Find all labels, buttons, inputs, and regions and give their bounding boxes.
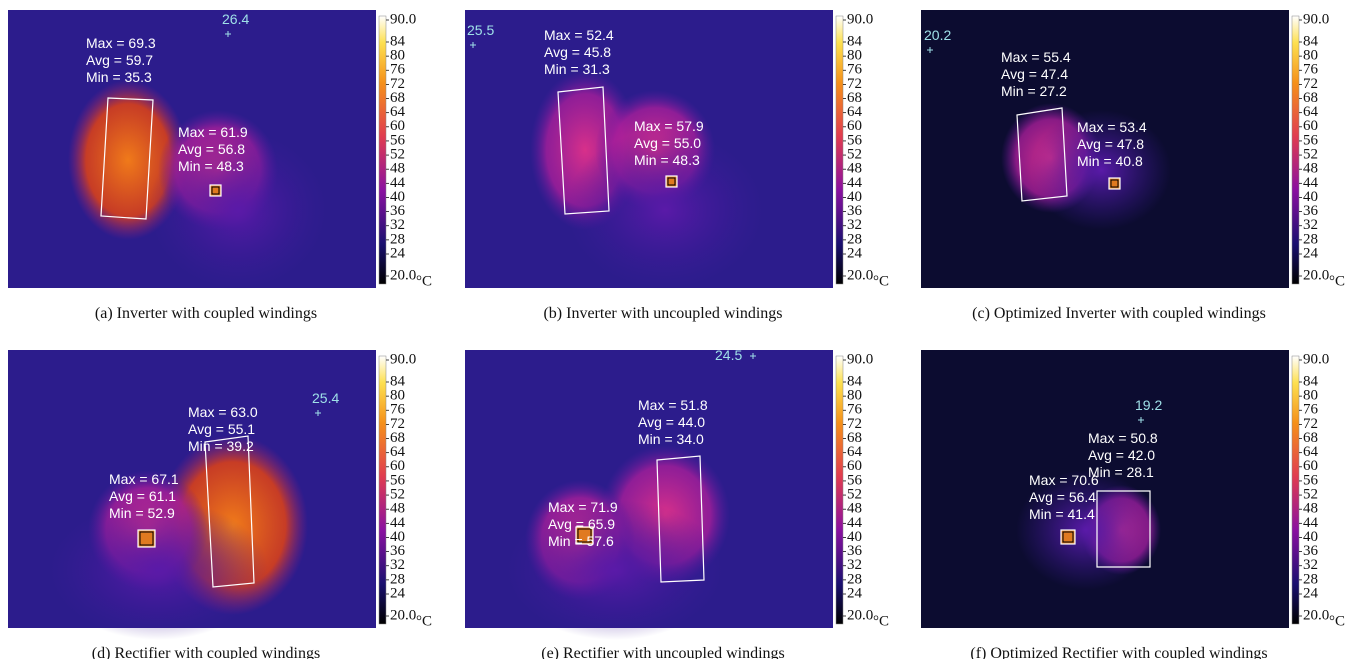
measurement-label: Min = 31.3 <box>544 61 610 77</box>
measurement-label: Max = 50.8 <box>1088 430 1158 446</box>
measurement-label: Avg = 56.4 <box>1029 489 1096 505</box>
colorbar-label: 24 <box>1303 245 1319 261</box>
colorbar-label: 24 <box>390 585 406 601</box>
measurement-label: Max = 71.9 <box>548 499 618 515</box>
colorbar <box>1292 16 1299 284</box>
colorbar <box>379 16 386 284</box>
measurement-label: Min = 57.6 <box>548 533 614 549</box>
spot-temperature: 26.4 <box>222 11 249 27</box>
measurement-label: Max = 55.4 <box>1001 49 1071 65</box>
measurement-label: Max = 57.9 <box>634 118 704 134</box>
colorbar-label: 24 <box>1303 585 1319 601</box>
colorbar-label: 20.0 <box>390 267 416 283</box>
colorbar-label: 24 <box>390 245 406 261</box>
caption: (d) Rectifier with coupled windings <box>92 645 320 659</box>
colorbar-label: 90.0 <box>847 11 873 27</box>
measurement-label: Min = 48.3 <box>178 158 244 174</box>
colorbar-unit: °C <box>873 613 889 629</box>
colorbar-label: 20.0 <box>847 267 873 283</box>
panel: 24.5 Max = 51.8Avg = 44.0Min = 34.0 Max = … <box>465 347 889 659</box>
measurement-label: Max = 67.1 <box>109 471 179 487</box>
colorbar <box>1292 356 1299 624</box>
measurement-label: Max = 52.4 <box>544 27 614 43</box>
spot-temperature: 25.4 <box>312 390 339 406</box>
measurement-label: Avg = 45.8 <box>544 44 611 60</box>
measurement-label: Min = 40.8 <box>1077 153 1143 169</box>
measurement-label: Avg = 44.0 <box>638 414 705 430</box>
colorbar-unit: °C <box>416 273 432 289</box>
measurement-label: Min = 39.2 <box>188 438 254 454</box>
caption: (f) Optimized Rectifier with coupled win… <box>970 645 1267 659</box>
measurement-label: Max = 69.3 <box>86 35 156 51</box>
measurement-label: Avg = 56.8 <box>178 141 245 157</box>
colorbar-unit: °C <box>1329 273 1345 289</box>
colorbar-label: 90.0 <box>1303 11 1329 27</box>
heat-region <box>1016 470 1156 590</box>
measurement-label: Max = 63.0 <box>188 404 258 420</box>
colorbar-label: 20.0 <box>390 607 416 623</box>
spot-temperature: 19.2 <box>1135 397 1162 413</box>
panel: 26.4 Max = 69.3Avg = 59.7Min = 35.3 Max = … <box>8 10 432 322</box>
colorbar-unit: °C <box>873 273 889 289</box>
colorbar-label: 20.0 <box>1303 607 1329 623</box>
spot-temperature: 20.2 <box>924 27 951 43</box>
panel: 25.4 Max = 63.0Avg = 55.1Min = 39.2 Max = … <box>8 350 432 659</box>
measurement-label: Avg = 55.0 <box>634 135 701 151</box>
measurement-label: Avg = 59.7 <box>86 52 153 68</box>
spot-temperature: 24.5 <box>715 347 742 363</box>
colorbar-label: 24 <box>847 245 863 261</box>
colorbar-label: 90.0 <box>390 11 416 27</box>
colorbar-label: 20.0 <box>1303 267 1329 283</box>
caption: (b) Inverter with uncoupled windings <box>543 305 782 322</box>
colorbar <box>379 356 386 624</box>
measurement-label: Avg = 47.4 <box>1001 66 1068 82</box>
caption: (c) Optimized Inverter with coupled wind… <box>972 305 1266 322</box>
measurement-label: Max = 53.4 <box>1077 119 1147 135</box>
colorbar-label: 24 <box>847 585 863 601</box>
measurement-label: Min = 48.3 <box>634 152 700 168</box>
caption: (a) Inverter with coupled windings <box>95 305 317 322</box>
colorbar-unit: °C <box>1329 613 1345 629</box>
measure-box <box>138 530 155 547</box>
panel: 19.2Max = 50.8Avg = 42.0Min = 28.1Max = … <box>921 350 1345 659</box>
measurement-label: Min = 41.4 <box>1029 506 1095 522</box>
colorbar-label: 20.0 <box>847 607 873 623</box>
colorbar-label: 90.0 <box>1303 351 1329 367</box>
measurement-label: Avg = 42.0 <box>1088 447 1155 463</box>
colorbar <box>836 356 843 624</box>
caption: (e) Rectifier with uncoupled windings <box>541 645 785 659</box>
measurement-label: Max = 61.9 <box>178 124 248 140</box>
figure: 26.4 Max = 69.3Avg = 59.7Min = 35.3 Max = … <box>0 0 1366 659</box>
measurement-label: Min = 27.2 <box>1001 83 1067 99</box>
measurement-label: Max = 70.6 <box>1029 472 1099 488</box>
colorbar-unit: °C <box>416 613 432 629</box>
measurement-label: Avg = 47.8 <box>1077 136 1144 152</box>
measurement-label: Avg = 65.9 <box>548 516 615 532</box>
measurement-label: Min = 35.3 <box>86 69 152 85</box>
colorbar <box>836 16 843 284</box>
measurement-label: Min = 52.9 <box>109 505 175 521</box>
heat-region <box>48 500 268 640</box>
measurement-label: Avg = 55.1 <box>188 421 255 437</box>
measurement-label: Avg = 61.1 <box>109 488 176 504</box>
spot-temperature: 25.5 <box>467 22 494 38</box>
measurement-label: Max = 51.8 <box>638 397 708 413</box>
colorbar-label: 90.0 <box>847 351 873 367</box>
measurement-label: Min = 34.0 <box>638 431 704 447</box>
colorbar-label: 90.0 <box>390 351 416 367</box>
